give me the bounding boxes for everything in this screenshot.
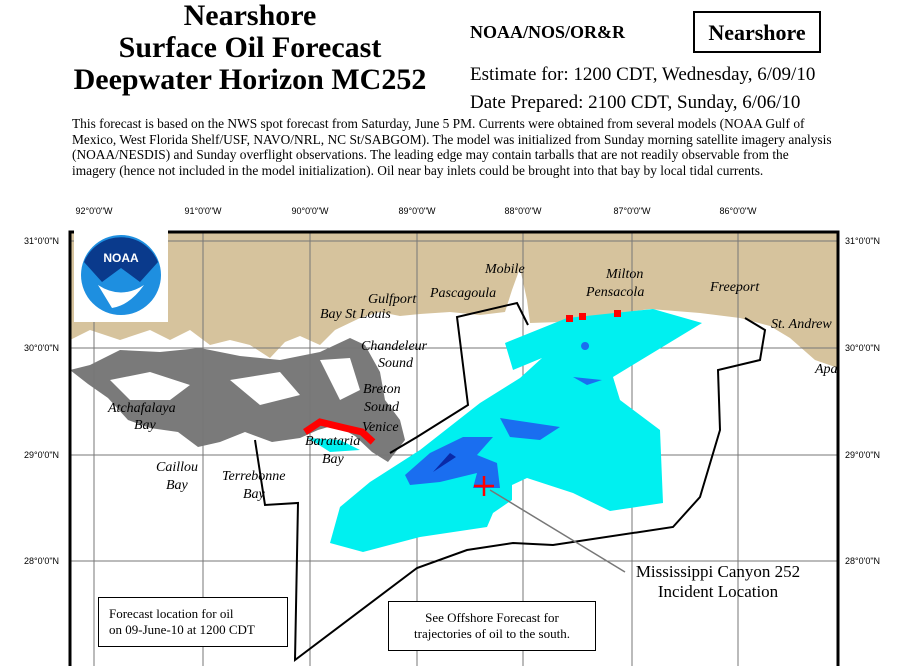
incident-leader-line	[489, 489, 626, 573]
land	[70, 232, 838, 368]
place-label: Terrebonne	[222, 469, 286, 484]
longitude-label: 90°0'0"W	[291, 206, 329, 216]
offshore-forecast-note: See Offshore Forecast for trajectories o…	[388, 601, 596, 651]
map-title: Nearshore Surface Oil Forecast Deepwater…	[40, 0, 460, 96]
latitude-label: 30°0'0"N	[24, 343, 59, 353]
place-label: Bay St Louis	[320, 307, 391, 322]
medium-oil-area	[405, 342, 602, 488]
place-label: Bay	[322, 452, 345, 467]
forecast-description: This forecast is based on the NWS spot f…	[72, 116, 832, 178]
heavy-oil-area	[433, 453, 456, 472]
noaa-logo: NOAA	[74, 228, 168, 322]
latitude-label: 29°0'0"N	[845, 450, 880, 460]
longitude-label: 88°0'0"W	[504, 206, 542, 216]
place-label: Mobile	[484, 262, 525, 277]
latitude-label: 31°0'0"N	[24, 236, 59, 246]
place-label: Caillou	[156, 460, 198, 475]
logo-text: NOAA	[103, 251, 139, 265]
forecast-type-badge: Nearshore	[693, 11, 821, 53]
place-label: Bay	[243, 487, 266, 502]
place-label: St. Andrew	[771, 317, 832, 332]
note-text: See Offshore Forecast for	[425, 610, 559, 625]
incident-marker-icon	[474, 476, 494, 496]
shoreline-oil	[303, 418, 376, 445]
latitude-label: 28°0'0"N	[24, 556, 59, 566]
place-label: Chandeleur	[361, 339, 428, 354]
legend-text: Forecast location for oil	[109, 606, 234, 621]
latitude-label: 29°0'0"N	[24, 450, 59, 460]
title-line: Surface Oil Forecast	[118, 31, 382, 64]
latitude-labels: 31°0'0"N 30°0'0"N 29°0'0"N 28°0'0"N 31°0…	[24, 236, 880, 566]
note-text: trajectories of oil to the south.	[414, 626, 570, 641]
title-line: Deepwater Horizon MC252	[73, 63, 427, 96]
place-label: Freeport	[709, 280, 760, 295]
place-label: Sound	[378, 356, 414, 371]
place-label: Milton	[605, 267, 643, 282]
incident-label-line: Mississippi Canyon 252	[636, 562, 800, 581]
place-label: Atchafalaya	[107, 401, 176, 416]
incident-label-line: Incident Location	[658, 582, 779, 601]
shoreline-oil-markers	[566, 310, 621, 322]
place-label: Venice	[362, 420, 399, 435]
legend-text: on 09-June-10 at 1200 CDT	[109, 622, 255, 637]
place-label: Bay	[134, 418, 157, 433]
longitude-label: 91°0'0"W	[184, 206, 222, 216]
place-label: Sound	[364, 400, 400, 415]
longitude-label: 86°0'0"W	[719, 206, 757, 216]
longitude-labels: 92°0'0"W 91°0'0"W 90°0'0"W 89°0'0"W 88°0…	[75, 206, 757, 216]
marsh-delta	[70, 338, 405, 462]
place-label: Gulfport	[368, 292, 417, 307]
place-label: Bay	[166, 478, 189, 493]
longitude-label: 92°0'0"W	[75, 206, 113, 216]
place-label: Apa	[814, 362, 838, 377]
agency-label: NOAA/NOS/OR&R	[470, 22, 626, 42]
date-prepared: Date Prepared: 2100 CDT, Sunday, 6/06/10	[470, 92, 801, 113]
place-label: Pensacola	[585, 285, 644, 300]
light-oil-barataria	[308, 438, 360, 452]
estimate-time: Estimate for: 1200 CDT, Wednesday, 6/09/…	[470, 64, 816, 85]
latitude-label: 30°0'0"N	[845, 343, 880, 353]
legend-box: Forecast location for oil on 09-June-10 …	[98, 597, 288, 647]
forecast-boundary	[254, 301, 767, 663]
place-label: Barataria	[305, 434, 360, 449]
map-frame	[68, 230, 840, 666]
incident-label: Mississippi Canyon 252 Incident Location	[636, 562, 800, 601]
latitude-label: 28°0'0"N	[845, 556, 880, 566]
place-label: Breton	[363, 382, 401, 397]
longitude-label: 87°0'0"W	[613, 206, 651, 216]
longitude-label: 89°0'0"W	[398, 206, 436, 216]
latitude-label: 31°0'0"N	[845, 236, 880, 246]
bay-water	[110, 326, 445, 405]
place-labels: Mobile Milton Pensacola Freeport Gulfpor…	[107, 262, 838, 502]
place-label: Pascagoula	[429, 286, 496, 301]
title-line: Nearshore	[183, 0, 317, 32]
